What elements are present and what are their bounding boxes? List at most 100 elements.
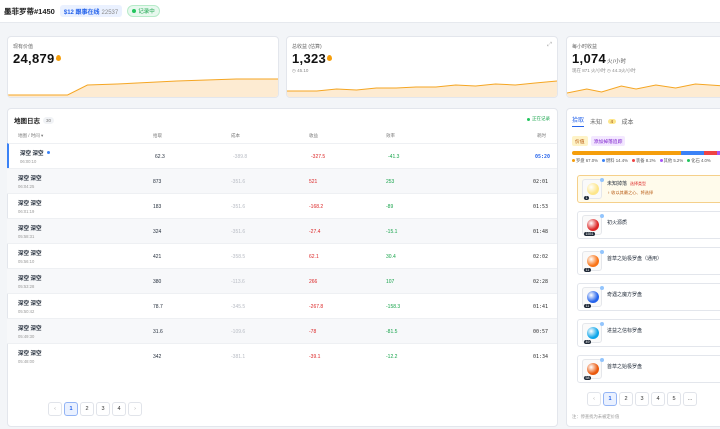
map-name: 深空 深空 [18, 326, 42, 332]
table-row[interactable]: 深空 深空 05:58:31 324 -351.6 -27.4 -15.1 01:48 [7, 218, 557, 243]
item-name-text: 进益之信标罗盘 [607, 328, 643, 334]
drops-pagination: ‹ 1 2 3 4 5 ... [587, 392, 697, 406]
drop-item[interactable]: 1551 初火源质 [577, 211, 720, 239]
page-button[interactable]: 3 [96, 402, 110, 416]
stat-value: 1,323 [292, 51, 333, 66]
next-page-button[interactable]: › [128, 402, 142, 416]
map-time: 05:56:10 [18, 259, 35, 264]
prev-page-button[interactable]: ‹ [48, 402, 62, 416]
page-ellipsis[interactable]: ... [683, 392, 697, 406]
page-button[interactable]: 4 [651, 392, 665, 406]
drop-item[interactable]: 11 首草之始极罗盘（通用） [577, 247, 720, 275]
cost-value: -109.6 [231, 329, 246, 335]
legend-label: 罗盘 67.0% [576, 158, 598, 163]
duration-value: 02:02 [533, 254, 549, 260]
legend-dot-icon [687, 158, 691, 162]
recording-label: 记录中 [138, 9, 155, 15]
duration-value: 01:41 [533, 304, 549, 310]
duration-value: 01:48 [533, 229, 549, 235]
cost-value: -389.8 [233, 154, 248, 160]
expand-icon[interactable]: ⤢ [547, 42, 552, 48]
rate-value: 30.4 [386, 254, 396, 260]
online-status: $12 跟事在线 22537 [59, 5, 123, 17]
item-name-text: 首草之始极罗盘（通用） [607, 256, 663, 262]
table-row[interactable]: 深空 深空 06:04:25 873 -351.6 521 253 02:01 [7, 168, 557, 193]
table-row[interactable]: 深空 深空 05:49:30 31.6 -109.6 -78 -81.5 00:57 [7, 318, 557, 343]
stat-number: 1,074 [572, 51, 607, 66]
add-tracking-tag[interactable]: 添加掉落追踪 [590, 136, 626, 146]
recording-badge[interactable]: 记录中 [127, 5, 160, 17]
table-row[interactable]: 深空 深空 06:01:19 183 -351.6 -168.2 -89 01:53 [7, 193, 557, 218]
page-button[interactable]: 1 [64, 402, 78, 416]
corner-dot-icon [600, 214, 604, 218]
cost-value: -381.1 [231, 354, 246, 360]
tab-drops[interactable]: 拾取 [572, 115, 585, 127]
page-button[interactable]: 4 [112, 402, 126, 416]
map-name: 深空 深空 [18, 351, 42, 357]
drop-item[interactable]: 1 未知掉落 选择类型 ♀ 收以其最之心、将选择 [577, 175, 720, 203]
drops-value: 421 [153, 254, 162, 260]
tab-unknown[interactable]: 未知 [590, 119, 603, 126]
column-map[interactable]: 地图 / 时间 ▾ [18, 133, 44, 138]
map-log-count: 30 [43, 116, 55, 124]
item-count: 58 [584, 376, 591, 380]
duration-value: 02:28 [533, 279, 549, 285]
share-segment [703, 151, 718, 155]
rate-value: -12.2 [386, 354, 398, 360]
item-name: 奇遇之魔方罗盘 [607, 291, 642, 298]
table-row[interactable]: 深空 深空 05:50:42 78.7 -345.5 -267.8 -158.3 01:41 [7, 293, 557, 318]
item-count: 1 [584, 196, 589, 200]
select-type-link[interactable]: 选择类型 [630, 181, 647, 186]
column-profit: 收益 [309, 133, 318, 138]
drop-item[interactable]: 58 首草之始极罗盘 [577, 355, 720, 383]
compass-icon [587, 363, 599, 375]
item-name: 首草之始极罗盘（通用） [607, 255, 662, 262]
sparkline-hourly-profit [567, 83, 720, 97]
compass-icon [587, 219, 599, 231]
stat-value: 1,074火/小时 [572, 51, 626, 66]
cost-value: -351.6 [231, 204, 246, 210]
map-name: 深空 深空 [18, 201, 42, 207]
item-hint: ♀ 收以其最之心、将选择 [607, 190, 654, 195]
table-row[interactable]: 深空 深空 05:48:00 342 -381.1 -39.1 -12.2 01:34 [7, 343, 557, 368]
category-share-bar [572, 151, 720, 155]
stat-card-hourly-profit: 每小时收益 1,074火/小时 现在 871 火/小时 ◷ 44.3火/小时 [566, 36, 720, 98]
flame-icon [55, 55, 61, 61]
stat-label: 每小时收益 [572, 44, 598, 50]
page-button[interactable]: 1 [603, 392, 617, 406]
online-count: 22537 [101, 9, 119, 16]
item-name: 初火源质 [607, 219, 627, 226]
column-drops: 拾取 [153, 133, 162, 138]
column-rate: 效率 [386, 133, 395, 138]
legend-entry: 其他 5.2% [659, 158, 683, 164]
filter-value-tag[interactable]: 价值 [572, 136, 588, 146]
profit-value: -78 [309, 329, 317, 335]
item-count: 11 [584, 268, 591, 272]
table-row[interactable]: 深空 深空 05:56:10 421 -358.5 62.1 30.4 02:02 [7, 243, 557, 268]
table-row[interactable]: 深空 深空 05:53:28 380 -113.6 266 107 02:28 [7, 268, 557, 293]
prev-page-button[interactable]: ‹ [587, 392, 601, 406]
active-dot-icon [47, 151, 50, 154]
item-count: 11 [584, 304, 591, 308]
page-button[interactable]: 5 [667, 392, 681, 406]
tab-cost[interactable]: 成本 [621, 119, 634, 126]
drop-item[interactable]: 11 奇遇之魔方罗盘 [577, 283, 720, 311]
side-note: 注：停查找为未被定价值 [572, 414, 620, 419]
legend-entry: 罗盘 67.0% [572, 158, 598, 164]
sparkline-total-profit [287, 80, 557, 97]
map-time: 05:53:28 [18, 284, 35, 289]
rate-value: -41.3 [388, 154, 400, 160]
corner-dot-icon [600, 250, 604, 254]
page-button[interactable]: 2 [619, 392, 633, 406]
page-button[interactable]: 3 [635, 392, 649, 406]
rate-value: -81.5 [386, 329, 398, 335]
profit-value: -168.2 [309, 204, 324, 210]
legend-label: 装备 8.2% [635, 158, 656, 163]
table-row[interactable]: 深空 深空 06:00:10 62.3 -389.8 -327.5 -41.3 05:20 [7, 143, 557, 168]
unknown-count-badge: 4 [608, 118, 616, 124]
drop-item[interactable]: 49 进益之信标罗盘 [577, 319, 720, 347]
corner-dot-icon [600, 286, 604, 290]
live-indicator: 正在记录 [527, 116, 550, 122]
page-button[interactable]: 2 [80, 402, 94, 416]
compass-icon [587, 327, 599, 339]
